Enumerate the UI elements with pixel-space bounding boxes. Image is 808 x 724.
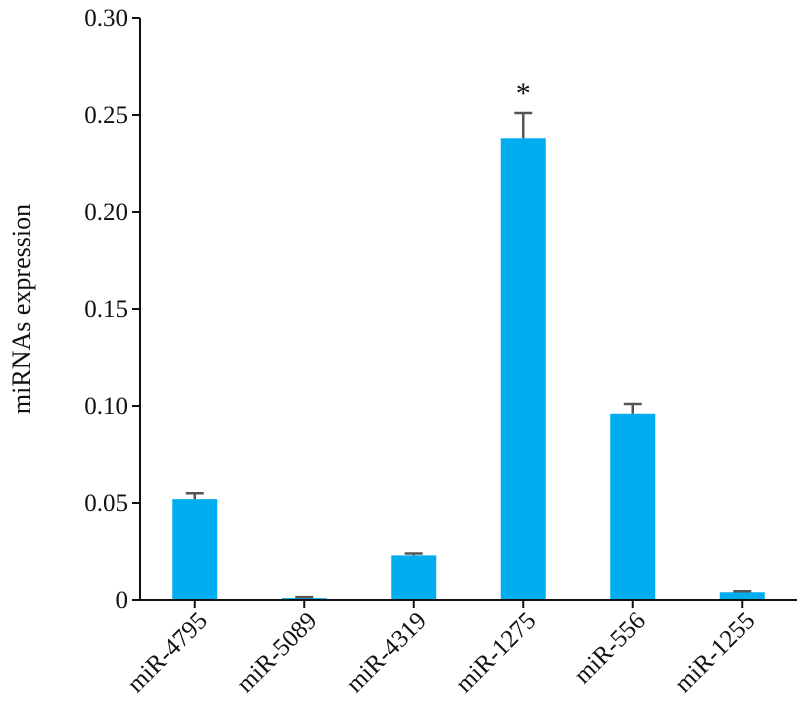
plot-area: *: [172, 77, 765, 600]
x-tick-label: miR-5089: [232, 607, 323, 698]
y-tick-label: 0.25: [84, 102, 128, 129]
y-tick-label: 0.10: [84, 393, 128, 420]
y-axis-ticks: 0 0.05 0.10 0.15 0.20 0.25 0.30: [84, 5, 140, 614]
y-tick-label: 0.30: [84, 5, 128, 32]
x-tick-label: miR-556: [569, 607, 651, 689]
y-axis-label: miRNAs expression: [7, 204, 36, 414]
x-tick-label: miR-1255: [670, 607, 761, 698]
significance-marker: *: [516, 77, 531, 110]
bar-miR-556: [610, 413, 656, 600]
y-tick-label: 0.05: [84, 490, 128, 517]
y-tick-label: 0.20: [84, 199, 128, 226]
bar-miR-1255: [719, 592, 765, 600]
x-axis-ticks: miR-4795 miR-5089 miR-4319 miR-1275 miR-556 m…: [122, 600, 760, 698]
y-tick-label: 0: [116, 587, 129, 614]
bar-miR-1275: [500, 138, 546, 600]
bar-miR-4795: [172, 499, 218, 600]
x-tick-label: miR-1275: [451, 607, 542, 698]
x-tick-label: miR-4319: [341, 607, 432, 698]
y-tick-label: 0.15: [84, 296, 128, 323]
bar-miR-4319: [391, 555, 437, 600]
x-tick-label: miR-4795: [122, 607, 213, 698]
